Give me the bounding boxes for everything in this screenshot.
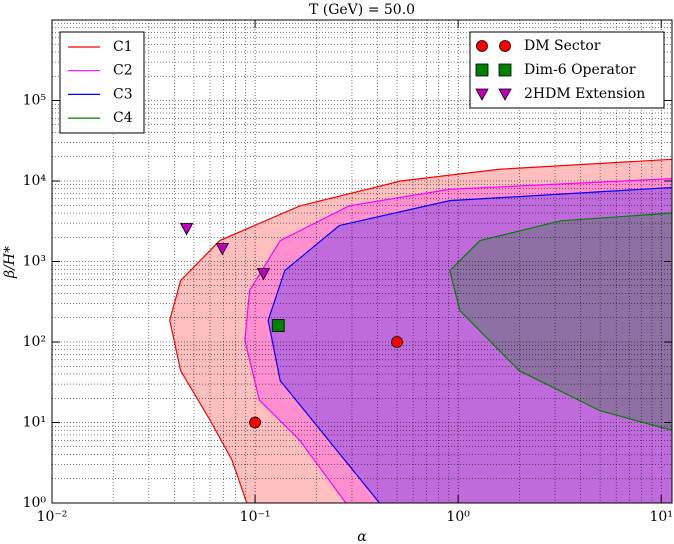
marker	[475, 63, 489, 77]
x-tick-label: 10⁻¹	[240, 509, 271, 525]
y-tick-label: 10⁰	[23, 495, 47, 511]
x-axis-label: α	[357, 529, 367, 544]
legend-label: C3	[113, 86, 133, 102]
contour-line	[244, 178, 672, 503]
legend-label: DM Sector	[524, 38, 601, 54]
legend: DM Sector Dim-6 Operator 2HDM Extension	[469, 31, 665, 109]
y-axis-label: β/H*	[2, 246, 18, 279]
contour-line	[449, 212, 672, 431]
marker	[499, 40, 511, 52]
y-tick-label: 10¹	[23, 415, 46, 431]
legend-label: C1	[113, 39, 133, 55]
chart-title: T (GeV) = 50.0	[309, 2, 415, 18]
contour-fill	[449, 213, 672, 431]
contour-line	[169, 158, 672, 503]
marker	[249, 416, 261, 429]
marker	[271, 319, 285, 332]
legend-label: Dim-6 Operator	[524, 62, 636, 78]
marker	[498, 88, 512, 101]
legend-label: 2HDM Extension	[524, 86, 645, 102]
marker	[256, 268, 271, 281]
y-tick-label: 10²	[23, 334, 46, 350]
plot-area	[52, 20, 672, 503]
marker	[476, 40, 488, 52]
x-tick-label: 10¹	[650, 509, 673, 525]
x-tick-label: 10⁰	[446, 509, 470, 525]
marker	[391, 336, 403, 348]
marker	[179, 223, 194, 236]
legend-label: C2	[113, 63, 133, 79]
contours	[169, 159, 672, 503]
marker	[498, 63, 512, 77]
y-tick-label: 10³	[23, 254, 46, 270]
contour-line	[267, 186, 672, 503]
contour-fill	[244, 178, 672, 503]
marker	[215, 243, 230, 256]
legend: C1 C2 C3 C4	[59, 31, 145, 134]
y-tick-label: 10⁵	[23, 93, 47, 109]
legend-label: C4	[113, 110, 133, 126]
contour-fill	[268, 187, 672, 503]
marker	[475, 88, 489, 101]
contour-fill	[169, 159, 672, 503]
y-tick-label: 10⁴	[23, 173, 47, 189]
x-tick-label: 10⁻²	[37, 509, 68, 525]
legend-box	[59, 31, 145, 134]
